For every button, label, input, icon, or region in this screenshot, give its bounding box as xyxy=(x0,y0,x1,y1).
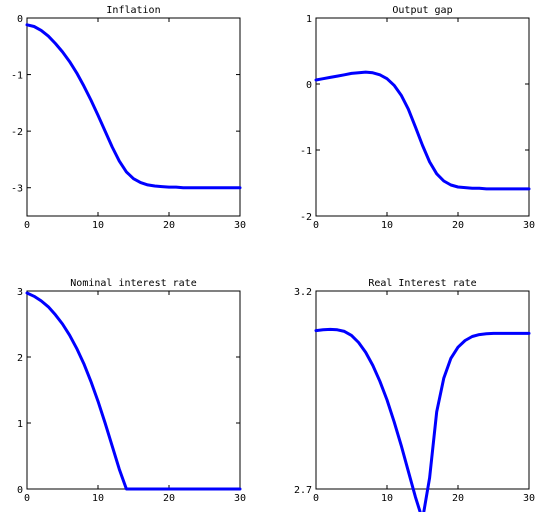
subplot-2: Output gap 0 10 20 30 -2 -1 0 1 xyxy=(300,5,535,231)
y-tick-label: 0 xyxy=(17,14,23,25)
series-line xyxy=(314,70,531,191)
x-tick-label: 30 xyxy=(234,220,246,231)
subplot-4: Real Interest rate 0 10 20 30 2.7 3.2 xyxy=(294,278,535,512)
x-tick-label: 20 xyxy=(163,493,175,504)
series-line xyxy=(314,327,531,512)
y-tick-label: 2.7 xyxy=(294,485,312,496)
y-tick-label: -1 xyxy=(300,146,312,157)
x-tick-label: 0 xyxy=(313,220,319,231)
x-tick-label: 20 xyxy=(452,220,464,231)
y-tick-label: 0 xyxy=(17,485,23,496)
y-tick-label: -1 xyxy=(11,71,23,82)
x-tick-label: 0 xyxy=(313,493,319,504)
y-tick-label: 2 xyxy=(17,353,23,364)
x-tick-label: 10 xyxy=(381,493,393,504)
subplot-3: Nominal interest rate 0 10 20 30 0 1 2 3 xyxy=(17,278,246,504)
x-tick-label: 30 xyxy=(523,220,535,231)
y-tick-label: 1 xyxy=(306,14,312,25)
series-line xyxy=(25,291,242,491)
x-tick-label: 20 xyxy=(452,493,464,504)
y-tick-label: -2 xyxy=(300,212,312,223)
x-tick-label: 10 xyxy=(381,220,393,231)
x-tick-label: 30 xyxy=(234,493,246,504)
y-tick-label: 3 xyxy=(17,287,23,298)
subplot-1: Inflation 0 10 20 30 -3 -2 -1 0 xyxy=(11,5,246,231)
x-tick-label: 10 xyxy=(92,220,104,231)
y-tick-label: -2 xyxy=(11,127,23,138)
x-tick-label: 10 xyxy=(92,493,104,504)
y-tick-label: 1 xyxy=(17,419,23,430)
axes-frame xyxy=(315,290,530,490)
subplot-title: Nominal interest rate xyxy=(70,278,196,289)
x-tick-label: 30 xyxy=(523,493,535,504)
y-tick-label: 0 xyxy=(306,80,312,91)
x-tick-label: 20 xyxy=(163,220,175,231)
series-line xyxy=(25,23,242,190)
x-tick-label: 0 xyxy=(24,220,30,231)
subplot-title: Output gap xyxy=(392,5,452,16)
subplot-title: Inflation xyxy=(106,5,160,16)
y-tick-label: -3 xyxy=(11,184,23,195)
axes-frame xyxy=(315,17,530,217)
subplot-title: Real Interest rate xyxy=(368,278,476,289)
y-tick-label: 3.2 xyxy=(294,287,312,298)
axes-frame xyxy=(26,17,241,217)
x-tick-label: 0 xyxy=(24,493,30,504)
